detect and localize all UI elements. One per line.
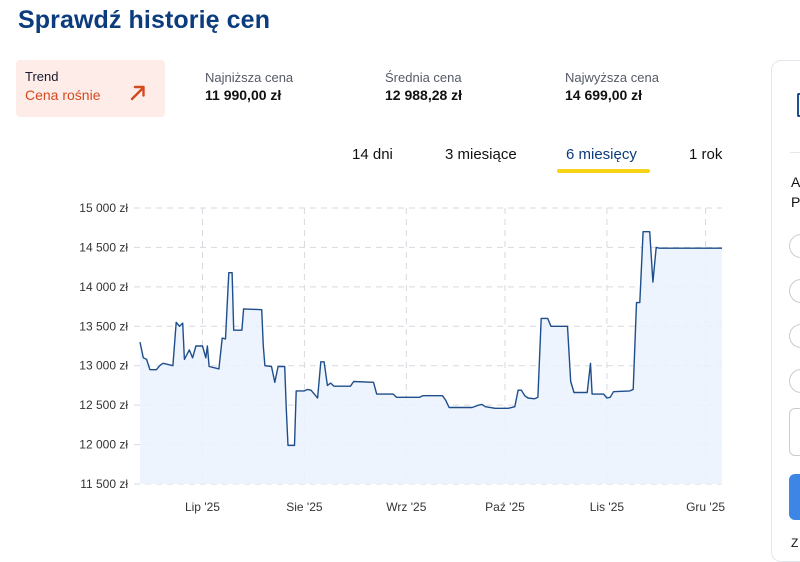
side-submit-button[interactable]: [789, 474, 800, 520]
side-footer-text: Z: [791, 536, 799, 550]
side-text-p: P: [791, 194, 800, 210]
x-tick-label: Paź '25: [485, 500, 525, 514]
trend-card: Trend Cena rośnie: [16, 60, 165, 117]
tab-6-months[interactable]: 6 miesięcy: [566, 146, 637, 163]
tab-14-days[interactable]: 14 dni: [352, 146, 393, 163]
y-tick-label: 14 500 zł: [79, 240, 128, 254]
page-title: Sprawdź historię cen: [18, 6, 271, 34]
side-text-a: A: [791, 174, 800, 190]
stat-highest-value: 14 699,00 zł: [565, 87, 643, 103]
price-area-fill: [140, 231, 722, 484]
stat-highest: Najwyższa cena 14 699,00 zł: [565, 70, 659, 104]
active-tab-underline: [557, 169, 650, 173]
x-tick-label: Sie '25: [286, 500, 323, 514]
side-divider: [790, 152, 800, 153]
trend-label: Trend: [25, 69, 59, 84]
y-tick-label: 12 500 zł: [79, 398, 128, 412]
price-line: [139, 231, 722, 447]
calendar-icon: [797, 93, 800, 117]
y-tick-label: 13 500 zł: [79, 319, 128, 333]
stat-highest-label: Najwyższa cena: [565, 70, 659, 85]
y-tick-label: 11 500 zł: [80, 477, 128, 491]
y-tick-label: 12 000 zł: [79, 438, 128, 452]
x-tick-label: Lip '25: [185, 500, 220, 514]
x-tick-label: Gru '25: [686, 500, 725, 514]
stat-average-value: 12 988,28 zł: [385, 87, 463, 103]
stat-lowest: Najniższa cena 11 990,00 zł: [205, 70, 293, 104]
stat-lowest-label: Najniższa cena: [205, 70, 294, 85]
price-history-chart[interactable]: 15 000 zł 14 500 zł 14 000 zł 13 500 zł 13 0…: [0, 190, 760, 526]
arrow-up-right-icon: [130, 85, 145, 101]
tab-3-months[interactable]: 3 miesiące: [445, 146, 517, 163]
x-tick-label: Lis '25: [590, 500, 625, 514]
tab-1-year[interactable]: 1 rok: [689, 146, 723, 163]
trend-value: Cena rośnie: [25, 87, 101, 103]
stat-lowest-value: 11 990,00 zł: [205, 87, 282, 103]
side-input-field[interactable]: [789, 408, 800, 456]
x-tick-label: Wrz '25: [386, 500, 426, 514]
stat-average-label: Średnia cena: [385, 70, 462, 85]
y-tick-label: 14 000 zł: [79, 280, 128, 294]
stat-average: Średnia cena 12 988,28 zł: [385, 70, 462, 104]
y-tick-label: 15 000 zł: [79, 201, 128, 215]
y-tick-label: 13 000 zł: [79, 359, 128, 373]
